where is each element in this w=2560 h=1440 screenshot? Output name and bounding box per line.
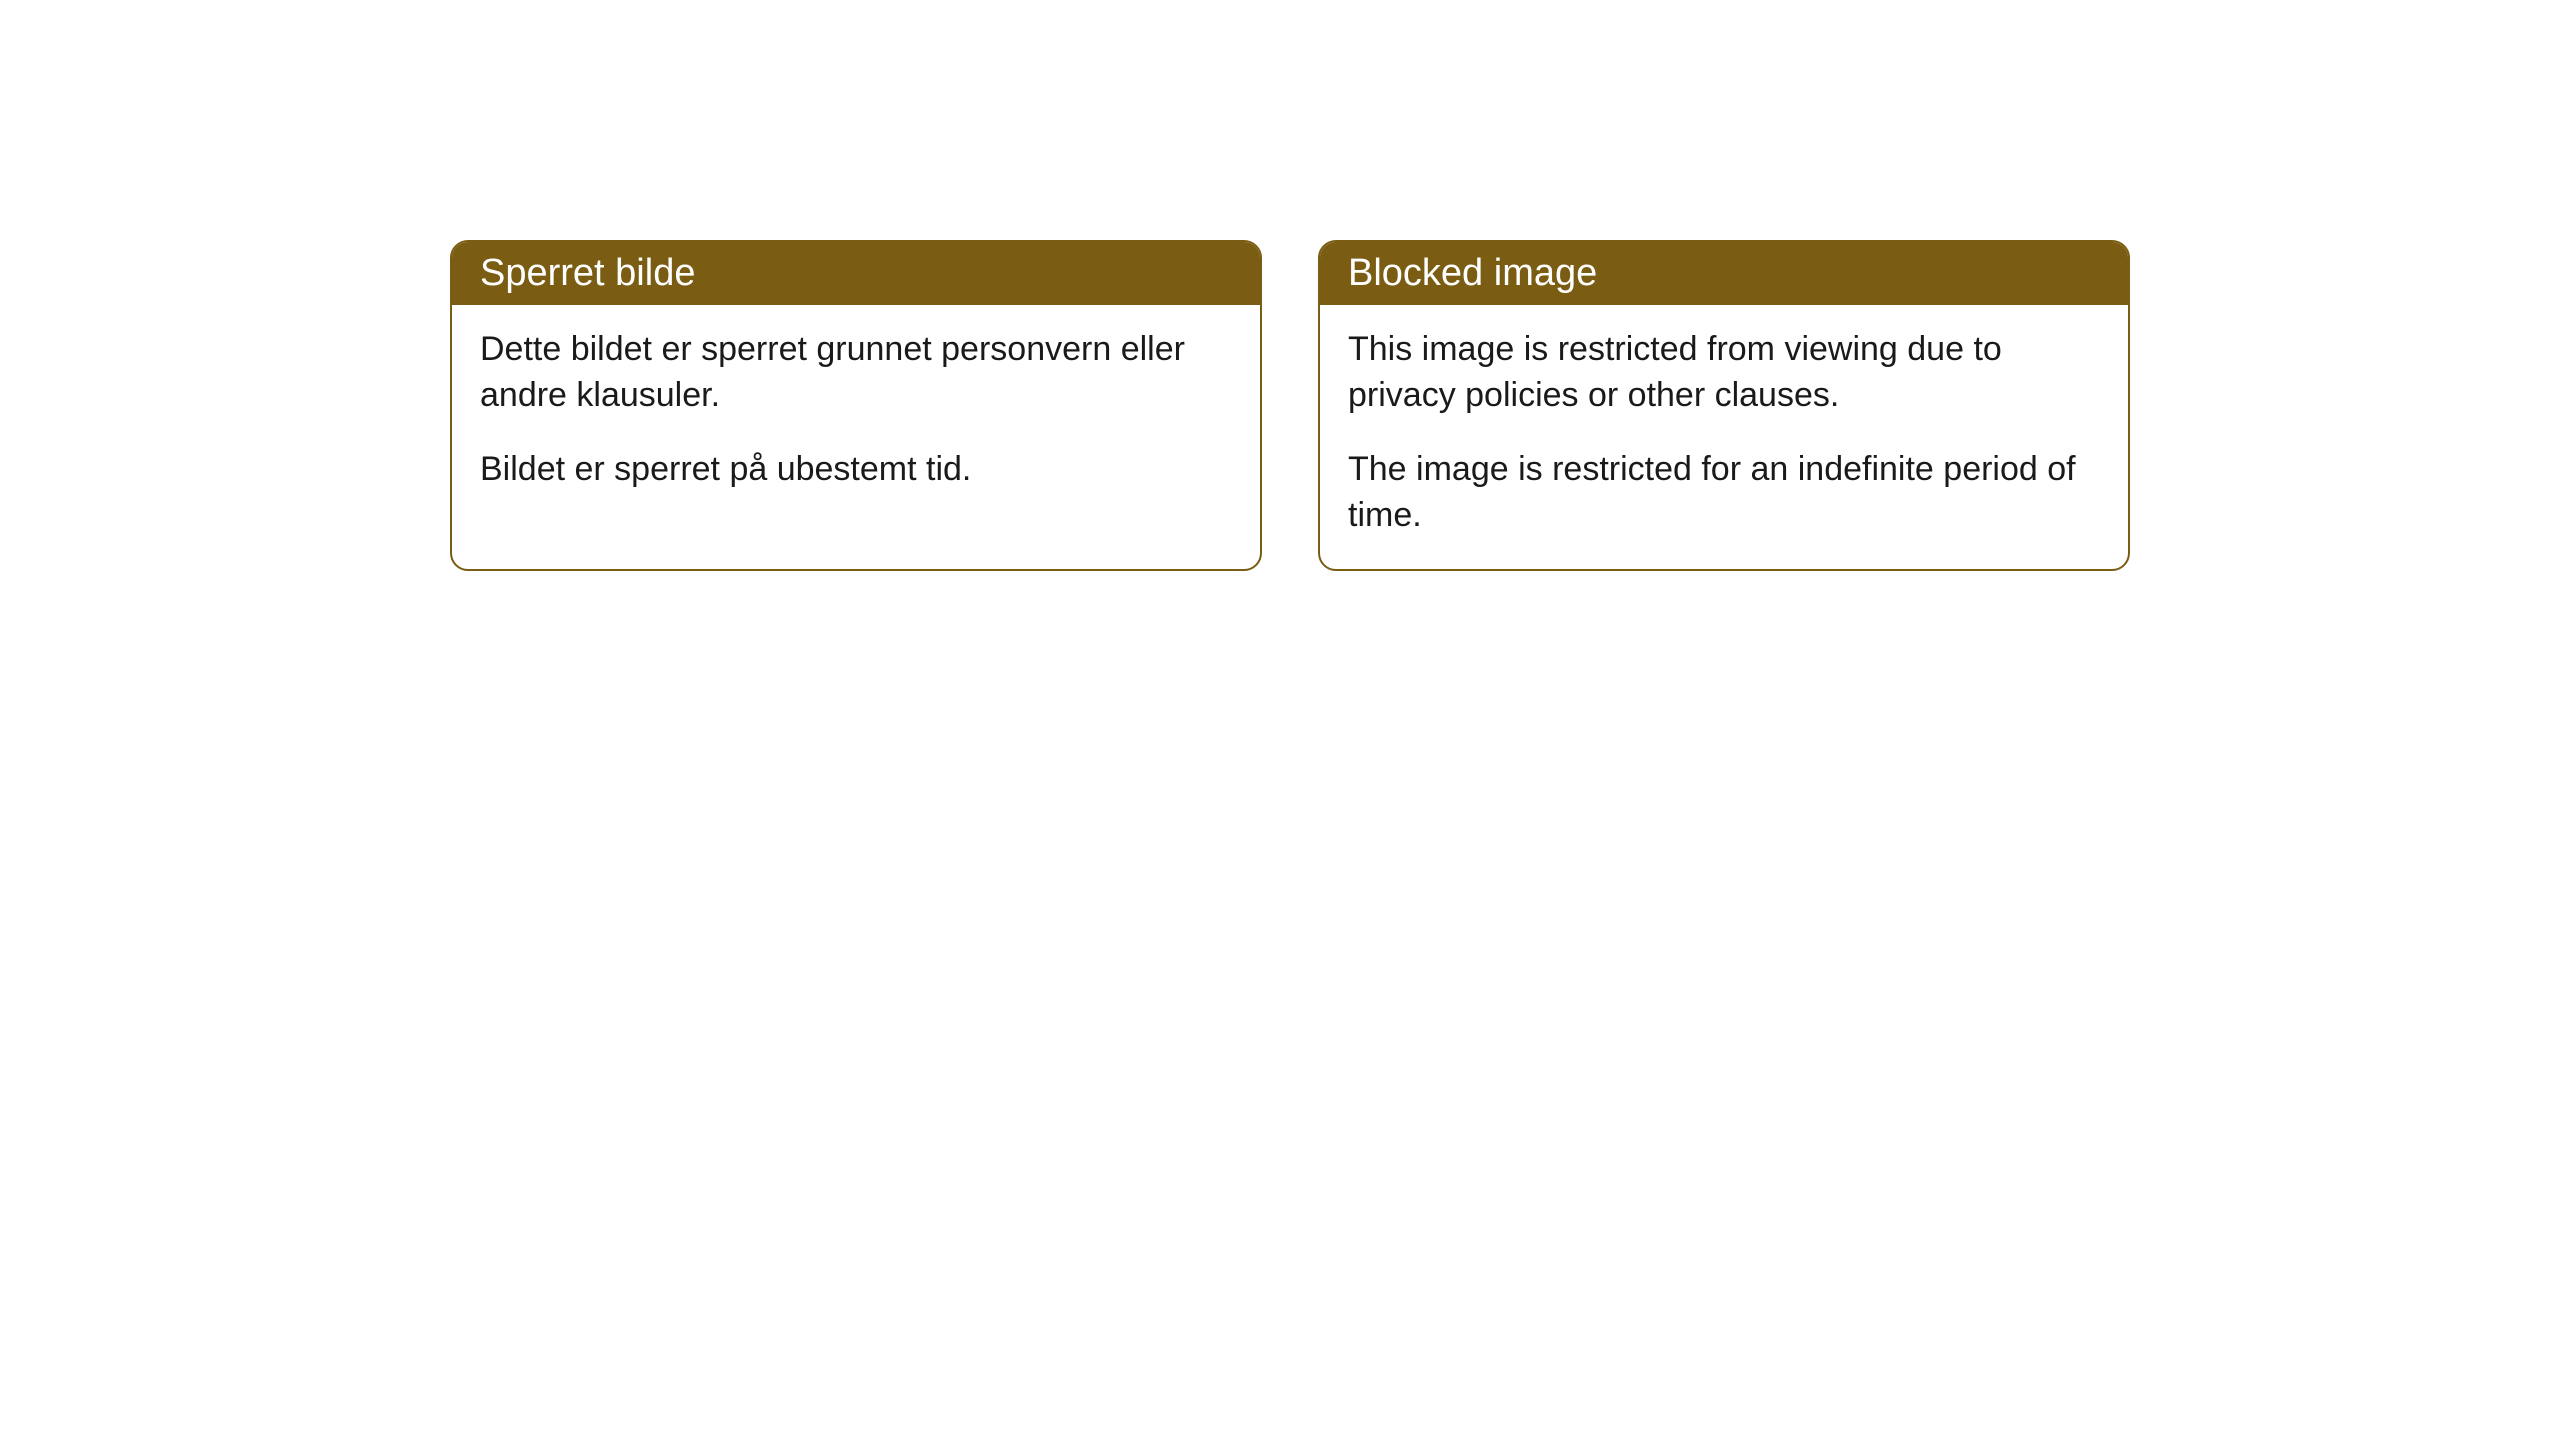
card-header-norwegian: Sperret bilde [452, 242, 1260, 305]
card-body-english: This image is restricted from viewing du… [1320, 305, 2128, 569]
card-body-norwegian: Dette bildet er sperret grunnet personve… [452, 305, 1260, 523]
cards-container: Sperret bilde Dette bildet er sperret gr… [450, 240, 2130, 571]
notice-card-english: Blocked image This image is restricted f… [1318, 240, 2130, 571]
card-paragraph: This image is restricted from viewing du… [1348, 327, 2100, 419]
card-header-english: Blocked image [1320, 242, 2128, 305]
card-paragraph: Dette bildet er sperret grunnet personve… [480, 327, 1232, 419]
card-paragraph: Bildet er sperret på ubestemt tid. [480, 447, 1232, 493]
card-paragraph: The image is restricted for an indefinit… [1348, 447, 2100, 539]
notice-card-norwegian: Sperret bilde Dette bildet er sperret gr… [450, 240, 1262, 571]
